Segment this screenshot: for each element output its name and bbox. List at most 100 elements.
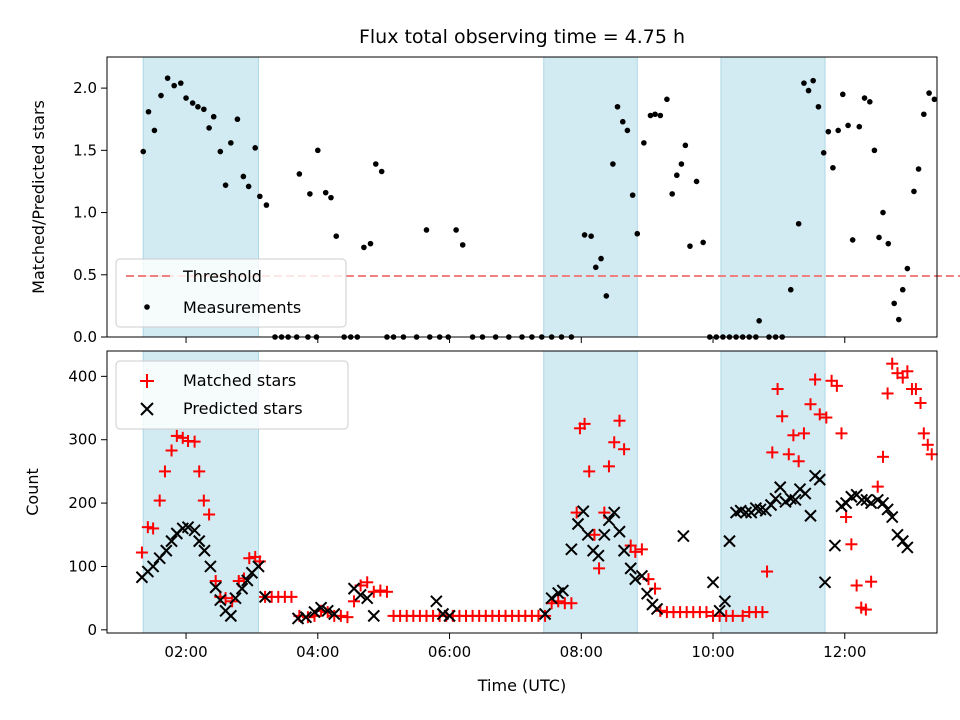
matched-star-point-130 — [909, 383, 922, 396]
predicted-star-point-18 — [235, 582, 249, 595]
matched-star-point-19 — [243, 552, 256, 565]
predicted-star-point-48 — [608, 506, 621, 519]
measurement-point-49 — [453, 227, 459, 233]
matched-star-point-82 — [635, 543, 648, 556]
top-y-axis-label: Matched/Predicted stars — [29, 100, 48, 294]
measurement-point-113 — [876, 234, 882, 241]
matched-star-point-11 — [197, 494, 210, 507]
measurement-point-112 — [871, 147, 878, 154]
predicted-star-point-14 — [214, 593, 227, 607]
top-y-tick-label-4: 2.0 — [73, 79, 97, 97]
matched-star-point-120 — [859, 603, 872, 616]
matched-star-point-97 — [736, 609, 749, 622]
measurement-point-72 — [641, 140, 647, 146]
matched-star-point-6 — [170, 429, 183, 442]
measurement-point-103 — [825, 128, 832, 135]
measurement-point-82 — [693, 178, 700, 185]
x-tick-label-0: 02:00 — [164, 643, 207, 661]
predicted-star-point-37 — [545, 591, 558, 605]
legend-predicted-label: Predicted stars — [183, 399, 303, 418]
measurement-point-9 — [195, 103, 201, 110]
matched-star-point-115 — [835, 427, 848, 440]
matched-star-point-40 — [380, 585, 393, 598]
measurement-point-101 — [815, 103, 822, 110]
measurement-point-64 — [598, 255, 604, 262]
matched-star-point-68 — [565, 597, 578, 610]
measurement-point-40 — [378, 168, 385, 175]
matched-star-point-117 — [845, 538, 858, 551]
predicted-star-point-79 — [813, 473, 826, 486]
measurement-point-121 — [915, 166, 922, 172]
x-tick-label-3: 08:00 — [560, 643, 603, 661]
predicted-star-point-30 — [354, 588, 367, 602]
predicted-star-point-73 — [784, 492, 797, 505]
measurement-point-38 — [367, 240, 374, 247]
predicted-star-point-27 — [321, 604, 334, 618]
predicted-star-point-66 — [749, 501, 763, 515]
matched-star-point-10 — [193, 465, 206, 478]
measurement-point-70 — [629, 192, 636, 198]
measurement-point-124 — [931, 96, 938, 103]
legend-measurements-label: Measurements — [183, 298, 301, 317]
matched-star-point-123 — [876, 450, 889, 463]
predicted-star-point-69 — [764, 498, 778, 512]
predicted-star-point-22 — [258, 590, 272, 604]
predicted-star-point-77 — [804, 509, 817, 522]
matched-star-point-79 — [618, 443, 631, 456]
matched-star-point-74 — [593, 562, 606, 575]
predicted-star-point-74 — [789, 493, 802, 507]
matched-star-point-105 — [782, 448, 795, 461]
predicted-star-point-60 — [718, 595, 732, 608]
measurement-point-122 — [921, 111, 927, 118]
measurement-point-14 — [222, 182, 229, 188]
bottom-axes-frame — [106, 350, 938, 634]
predicted-star-point-42 — [577, 505, 590, 518]
measurement-point-12 — [210, 113, 217, 120]
matched-star-point-26 — [285, 590, 298, 603]
matched-star-point-103 — [771, 383, 784, 396]
matched-star-point-0 — [135, 546, 148, 559]
measurement-point-97 — [795, 220, 802, 227]
measurement-point-61 — [581, 232, 588, 238]
predicted-star-point-50 — [617, 544, 631, 557]
measurement-point-63 — [592, 264, 599, 271]
matched-star-point-111 — [813, 408, 826, 421]
measurement-point-83 — [700, 239, 706, 246]
measurement-point-4 — [164, 75, 171, 81]
matched-star-point-37 — [361, 576, 374, 589]
predicted-star-point-31 — [360, 591, 374, 605]
measurement-point-8 — [189, 100, 196, 106]
predicted-star-point-76 — [799, 487, 812, 500]
matched-star-point-122 — [871, 480, 884, 493]
matched-star-point-1 — [141, 521, 154, 534]
measurement-point-119 — [904, 265, 911, 272]
measurement-point-99 — [805, 87, 812, 94]
predicted-star-point-28 — [328, 607, 341, 621]
measurement-point-67 — [614, 103, 621, 110]
matched-star-point-76 — [602, 460, 615, 473]
measurement-point-108 — [849, 237, 856, 243]
predicted-star-point-53 — [635, 569, 649, 583]
measurement-point-10 — [201, 106, 207, 113]
predicted-star-point-5 — [165, 534, 178, 548]
matched-star-point-73 — [588, 528, 601, 541]
measurement-point-5 — [171, 82, 177, 89]
matched-star-point-132 — [917, 427, 930, 440]
measurement-point-76 — [664, 96, 670, 103]
x-tick-label-5: 12:00 — [823, 643, 866, 661]
measurement-point-81 — [687, 243, 693, 249]
predicted-star-point-16 — [224, 609, 238, 623]
top-y-tick-label-2: 1.0 — [73, 204, 97, 222]
matched-star-point-77 — [608, 436, 621, 449]
x-tick-label-1: 04:00 — [296, 643, 339, 661]
measurement-point-33 — [333, 233, 340, 239]
matched-star-point-4 — [158, 465, 171, 478]
matched-star-point-64 — [539, 609, 552, 622]
matched-star-point-81 — [629, 545, 642, 558]
bottom-y-axis-label: Count — [23, 468, 42, 516]
measurement-point-17 — [240, 173, 247, 180]
predicted-star-point-80 — [818, 576, 832, 589]
top-shaded-region-2 — [720, 56, 826, 338]
legend-matched-label: Matched stars — [183, 371, 296, 390]
matched-star-point-35 — [348, 595, 361, 608]
